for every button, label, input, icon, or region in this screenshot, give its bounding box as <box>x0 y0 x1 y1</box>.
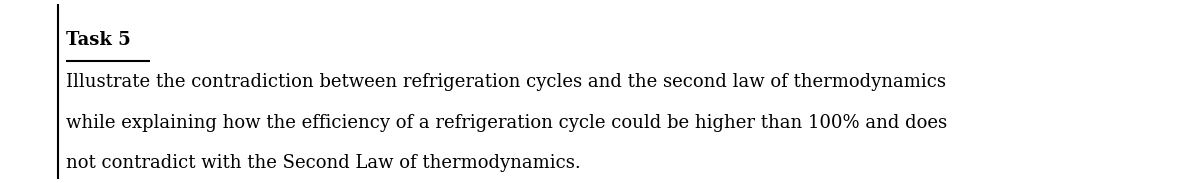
Text: Task 5: Task 5 <box>66 31 131 49</box>
Text: while explaining how the efficiency of a refrigeration cycle could be higher tha: while explaining how the efficiency of a… <box>66 114 947 132</box>
Text: Illustrate the contradiction between refrigeration cycles and the second law of : Illustrate the contradiction between ref… <box>66 73 946 91</box>
Text: not contradict with the Second Law of thermodynamics.: not contradict with the Second Law of th… <box>66 154 581 172</box>
